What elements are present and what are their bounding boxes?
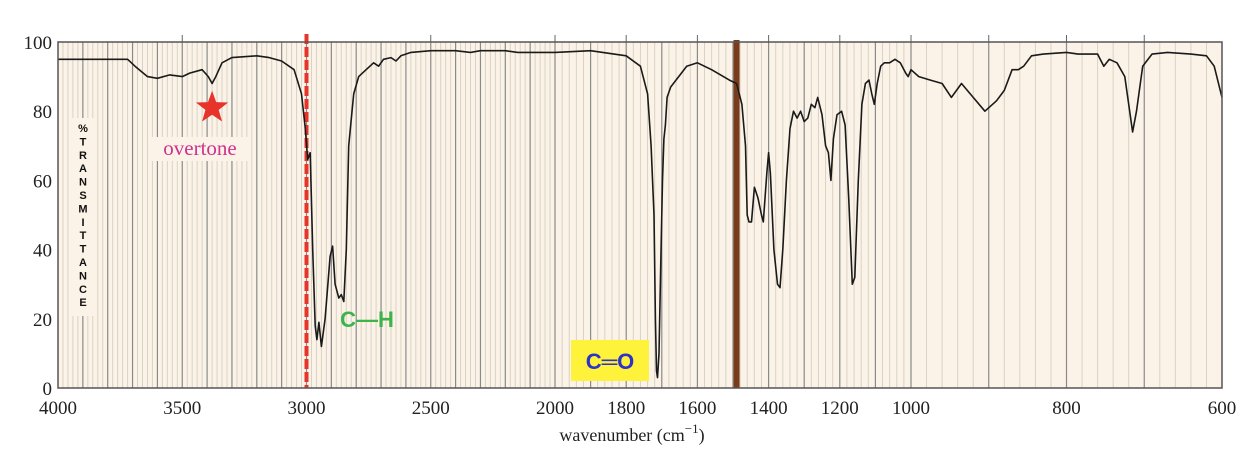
x-tick-label: 3500 [163, 398, 201, 419]
y-tick-label: 80 [33, 102, 52, 123]
x-tick-label: 3000 [288, 398, 326, 419]
y-axis-title-letter: T [80, 244, 87, 256]
overtone-label-bg [150, 137, 250, 161]
spectrum-curve [58, 49, 1223, 379]
y-axis-title-letter: R [79, 150, 87, 162]
y-tick-label: 40 [33, 241, 52, 262]
x-tick-label: 2500 [412, 398, 450, 419]
x-tick-label: 1800 [607, 398, 645, 419]
y-axis-title-letter: I [81, 217, 84, 229]
y-axis-title-letter: C [79, 284, 87, 296]
x-tick-label: 800 [1052, 398, 1081, 419]
y-axis-title-letter: N [79, 177, 87, 189]
y-axis-ticks: 0 20 40 60 80 100 [24, 33, 53, 400]
y-axis-title-letter: M [78, 203, 87, 215]
y-axis-title-letter: N [79, 270, 87, 282]
x-tick-label: 2000 [536, 398, 574, 419]
y-tick-label: 100 [24, 33, 53, 54]
x-axis-ticks: 4000 3500 3000 2500 2000 1800 1600 1400 1200 1000… [39, 398, 1236, 419]
y-axis-title-letter: A [79, 163, 87, 175]
y-axis-title-letter: A [79, 257, 87, 269]
x-axis-title: wavenumber (cm−1) [559, 421, 704, 446]
y-axis-title-letter: E [79, 297, 86, 309]
y-tick-label: 0 [43, 379, 53, 400]
y-axis-label-bg [72, 118, 94, 316]
x-tick-label: 1600 [678, 398, 716, 419]
overtone-label: overtone [163, 136, 236, 160]
y-axis-title-letter: T [80, 136, 87, 148]
y-tick-label: 20 [33, 310, 52, 331]
x-tick-label: 1000 [892, 398, 930, 419]
y-tick-label: 60 [33, 171, 52, 192]
x-tick-label: 4000 [39, 398, 77, 419]
y-axis-title-letter: % [78, 123, 88, 135]
plot-frame [57, 41, 1223, 389]
top-tick-marks [181, 35, 1145, 42]
x-tick-label: 1200 [821, 398, 859, 419]
ch-stretch-label: C—H [340, 307, 394, 332]
y-axis-title-letter: T [80, 230, 87, 242]
x-tick-label: 600 [1208, 398, 1237, 419]
y-axis-title-letter: S [79, 190, 86, 202]
co-label-bg [571, 340, 649, 381]
overtone-star-icon [195, 90, 229, 122]
x-tick-label: 1400 [750, 398, 788, 419]
co-stretch-label: C═O [586, 349, 635, 374]
